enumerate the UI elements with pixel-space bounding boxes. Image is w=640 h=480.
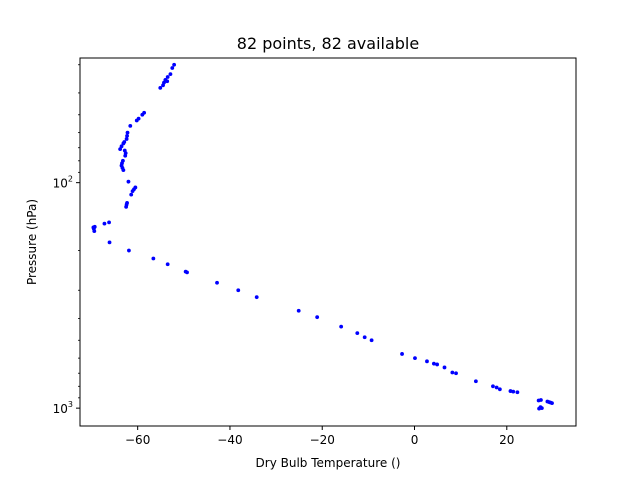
- data-point: [165, 79, 170, 84]
- data-point: [132, 187, 136, 192]
- x-tick-label: 0: [411, 433, 419, 447]
- data-point: [121, 158, 125, 163]
- x-tick-label: −60: [125, 433, 150, 447]
- data-point: [362, 335, 367, 340]
- data-point: [537, 406, 541, 411]
- data-point: [442, 365, 447, 370]
- data-point: [125, 133, 129, 138]
- x-axis-label: Dry Bulb Temperature (): [256, 456, 401, 470]
- data-points: [91, 62, 554, 411]
- data-point: [183, 269, 188, 274]
- data-point: [126, 179, 131, 184]
- data-point: [107, 240, 112, 245]
- data-point: [454, 371, 458, 376]
- data-point: [236, 288, 241, 293]
- data-point: [515, 390, 520, 395]
- data-point: [107, 220, 111, 225]
- data-point: [508, 389, 513, 393]
- data-point: [400, 352, 404, 356]
- data-point: [118, 147, 123, 152]
- data-point: [122, 140, 127, 144]
- data-point: [142, 110, 147, 115]
- data-point: [136, 116, 141, 121]
- data-point: [92, 224, 97, 229]
- data-point: [497, 387, 502, 392]
- data-point: [315, 315, 320, 320]
- data-point: [165, 75, 170, 79]
- data-point: [158, 86, 163, 90]
- data-point: [122, 148, 127, 153]
- y-axis: 103 102: [53, 64, 80, 416]
- data-point: [355, 331, 360, 336]
- data-point: [124, 137, 129, 141]
- data-point: [151, 256, 156, 261]
- data-point: [473, 379, 478, 384]
- data-point: [435, 362, 440, 367]
- data-point: [491, 384, 495, 389]
- x-tick-label: −20: [310, 433, 335, 447]
- data-point: [545, 399, 550, 404]
- data-point: [215, 280, 219, 285]
- data-point: [494, 385, 499, 390]
- data-point: [125, 130, 130, 135]
- y-tick-label: 103: [53, 400, 73, 416]
- data-point: [119, 144, 124, 149]
- data-point: [254, 295, 259, 300]
- data-point: [125, 201, 129, 205]
- data-point: [339, 324, 344, 329]
- data-point: [127, 248, 131, 253]
- data-point: [168, 72, 173, 76]
- data-point: [413, 356, 417, 361]
- chart-title: 82 points, 82 available: [237, 34, 419, 53]
- data-point: [172, 62, 177, 67]
- data-point: [450, 370, 455, 375]
- y-tick-label: 102: [53, 175, 73, 191]
- y-axis-label: Pressure (hPa): [25, 199, 39, 285]
- data-point: [128, 123, 133, 128]
- x-axis: −60 −40 −20 0 20: [125, 426, 514, 447]
- data-point: [369, 338, 374, 343]
- plot-area-frame: [79, 57, 577, 427]
- data-point: [431, 361, 436, 366]
- x-tick-label: −40: [217, 433, 242, 447]
- data-point: [129, 192, 134, 197]
- x-tick-label: 20: [499, 433, 514, 447]
- data-point: [165, 262, 170, 267]
- data-point: [102, 221, 107, 226]
- data-point: [296, 308, 301, 313]
- data-point: [539, 398, 543, 402]
- data-point: [170, 66, 175, 70]
- data-point: [425, 359, 429, 364]
